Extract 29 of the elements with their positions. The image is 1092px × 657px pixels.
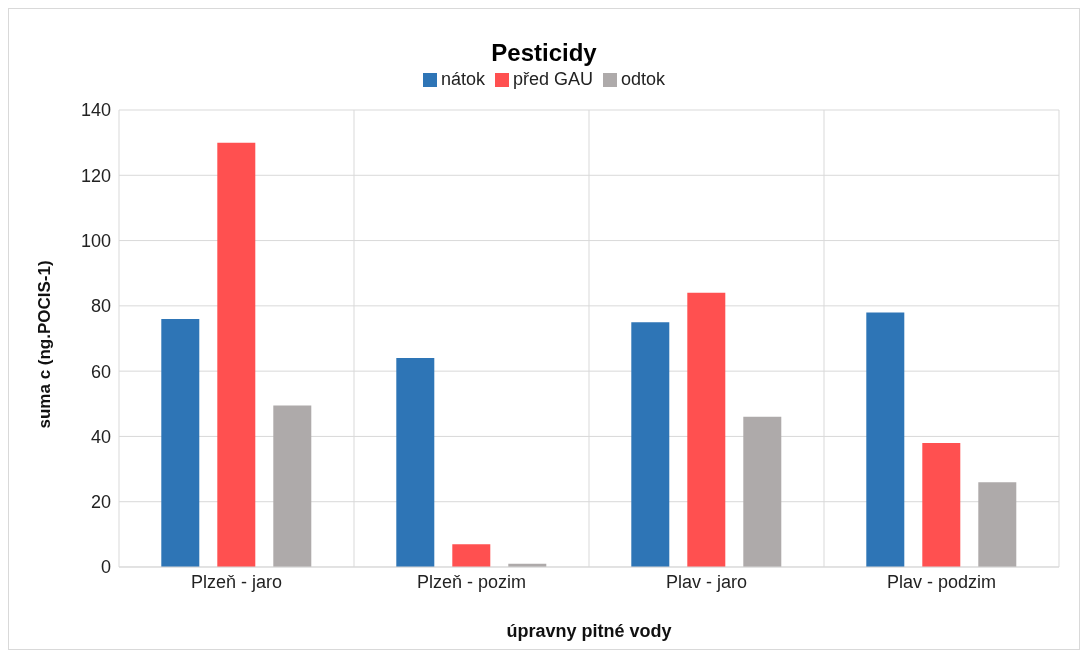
y-tick-label: 100: [80, 230, 111, 251]
x-tick-label: Plav - jaro: [665, 571, 748, 592]
y-tick-label: 40: [90, 426, 111, 447]
y-tick-label: 120: [80, 165, 111, 186]
bar: [978, 482, 1017, 567]
y-tick-label: 60: [90, 361, 111, 382]
x-tick-label: Plav - podzim: [886, 571, 997, 592]
bar: [687, 292, 726, 567]
chart-title: Pesticidy: [491, 39, 597, 66]
y-tick-label: 20: [90, 492, 111, 513]
y-axis-title: suma c (ng.POCIS-1): [35, 260, 55, 429]
bar: [273, 405, 312, 567]
bar: [396, 358, 435, 567]
bar: [452, 544, 491, 567]
legend-label: odtok: [621, 69, 666, 89]
y-tick-label: 0: [100, 557, 111, 578]
bar: [922, 442, 961, 567]
legend-label: nátok: [440, 69, 485, 89]
legend-label: před GAU: [512, 69, 594, 89]
bar: [866, 312, 905, 567]
x-tick-label: Plzeň - jaro: [190, 571, 283, 592]
y-tick-label: 80: [90, 296, 111, 317]
bar: [217, 142, 256, 567]
bar: [631, 322, 670, 567]
y-tick-label: 140: [80, 100, 111, 121]
x-tick-label: Plzeň - pozim: [416, 571, 527, 592]
x-axis-title: úpravny pitné vody: [506, 621, 672, 641]
bar: [161, 318, 200, 567]
bar: [743, 416, 782, 567]
